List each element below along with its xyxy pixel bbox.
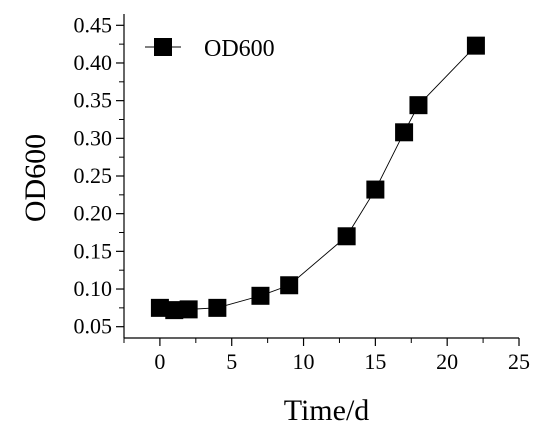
y-tick-label: 0.35 bbox=[74, 88, 113, 113]
y-tick-label: 0.25 bbox=[74, 163, 113, 188]
x-tick-label: 0 bbox=[154, 349, 165, 374]
x-axis-ticks: 0 5 10 15 20 25 bbox=[123, 338, 530, 374]
x-axis-title: Time/d bbox=[284, 394, 370, 425]
data-point-square bbox=[208, 298, 227, 317]
data-point-square bbox=[395, 123, 414, 142]
series-line-od600 bbox=[159, 45, 477, 311]
x-tick-label: 10 bbox=[293, 349, 315, 374]
data-point-square bbox=[251, 286, 270, 305]
data-point-square bbox=[280, 276, 299, 295]
y-tick-label: 0.30 bbox=[74, 125, 113, 150]
data-point-square bbox=[366, 180, 385, 199]
y-tick-label: 0.40 bbox=[74, 50, 113, 75]
y-tick-label: 0.05 bbox=[74, 314, 113, 339]
data-point-square bbox=[179, 300, 198, 319]
data-point-square bbox=[150, 298, 169, 317]
x-tick-label: 20 bbox=[436, 349, 458, 374]
y-tick-label: 0.20 bbox=[74, 201, 113, 226]
x-tick-label: 15 bbox=[364, 349, 386, 374]
x-tick-label: 25 bbox=[508, 349, 530, 374]
legend-label: OD600 bbox=[204, 36, 275, 62]
y-tick-label: 0.45 bbox=[74, 12, 113, 37]
data-point-square bbox=[337, 227, 356, 246]
data-point-square bbox=[165, 301, 184, 320]
y-axis-title: OD600 bbox=[19, 134, 52, 222]
legend: OD600 bbox=[145, 36, 275, 62]
data-point-square bbox=[466, 36, 485, 55]
data-point-square bbox=[409, 96, 428, 115]
y-tick-label: 0.10 bbox=[74, 276, 113, 301]
series-layer bbox=[150, 36, 485, 320]
x-tick-label: 5 bbox=[226, 349, 237, 374]
y-axis-ticks: 0.05 0.10 0.15 0.20 0.25 0.30 0.35 0.40 0.45 bbox=[74, 12, 124, 339]
y-tick-label: 0.15 bbox=[74, 238, 113, 263]
legend-square-marker bbox=[154, 38, 172, 56]
